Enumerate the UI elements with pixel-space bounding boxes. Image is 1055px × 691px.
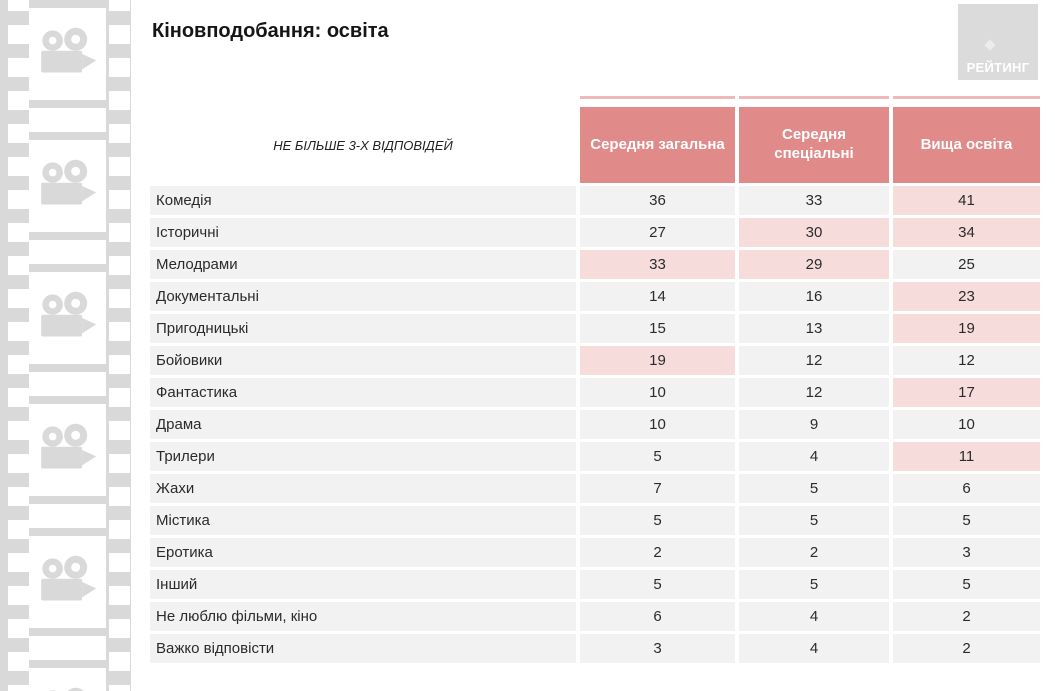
value-cell: 9 — [739, 410, 889, 439]
rating-logo-mark-icon — [984, 39, 996, 51]
row-label: Жахи — [150, 474, 576, 503]
row-label: Містика — [150, 506, 576, 535]
value-cell: 36 — [580, 186, 735, 215]
column-header-secondary-general: Середня загальна — [580, 107, 735, 183]
value-cell: 16 — [739, 282, 889, 311]
value-cell: 5 — [580, 570, 735, 599]
value-cell: 2 — [893, 602, 1040, 631]
value-cell: 19 — [580, 346, 735, 375]
value-cell: 10 — [893, 410, 1040, 439]
value-cell: 4 — [739, 634, 889, 663]
filmstrip-sprocket-holes-left — [8, 0, 29, 691]
value-cell: 7 — [580, 474, 735, 503]
value-cell: 6 — [893, 474, 1040, 503]
value-cell: 3 — [893, 538, 1040, 567]
value-cell: 23 — [893, 282, 1040, 311]
table-top-accent-line — [150, 96, 1040, 99]
value-cell: 15 — [580, 314, 735, 343]
value-cell: 2 — [739, 538, 889, 567]
preferences-table: НЕ БІЛЬШЕ 3-Х ВІДПОВІДЕЙ Середня загальн… — [150, 96, 1040, 663]
row-label: Мелодрами — [150, 250, 576, 279]
value-cell: 12 — [739, 378, 889, 407]
value-cell: 3 — [580, 634, 735, 663]
value-cell: 2 — [580, 538, 735, 567]
film-frame — [29, 140, 106, 232]
value-cell: 5 — [739, 506, 889, 535]
filmstrip-decoration — [0, 0, 131, 691]
column-header-higher-education: Вища освіта — [893, 107, 1040, 183]
row-label: Бойовики — [150, 346, 576, 375]
filmstrip-sprocket-holes-right — [109, 0, 130, 691]
value-cell: 12 — [893, 346, 1040, 375]
table-header-row: НЕ БІЛЬШЕ 3-Х ВІДПОВІДЕЙ Середня загальн… — [150, 107, 1040, 183]
row-label: Комедія — [150, 186, 576, 215]
value-cell: 30 — [739, 218, 889, 247]
value-cell: 5 — [893, 570, 1040, 599]
row-label: Трилери — [150, 442, 576, 471]
film-frame — [29, 8, 106, 100]
value-cell: 10 — [580, 378, 735, 407]
film-frame — [29, 536, 106, 628]
row-label: Інший — [150, 570, 576, 599]
row-label: Драма — [150, 410, 576, 439]
value-cell: 27 — [580, 218, 735, 247]
row-label: Документальні — [150, 282, 576, 311]
film-frame-gap — [29, 636, 106, 660]
value-cell: 5 — [580, 442, 735, 471]
answers-note: НЕ БІЛЬШЕ 3-Х ВІДПОВІДЕЙ — [273, 137, 453, 153]
movie-camera-icon — [40, 291, 96, 337]
row-label: Еротика — [150, 538, 576, 567]
row-label: Не люблю фільми, кіно — [150, 602, 576, 631]
film-frame-gap — [29, 504, 106, 528]
page-title: Кіновподобання: освіта — [152, 20, 389, 42]
value-cell: 19 — [893, 314, 1040, 343]
movie-camera-icon — [40, 423, 96, 469]
film-frame-gap — [29, 372, 106, 396]
value-cell: 13 — [739, 314, 889, 343]
value-cell: 11 — [893, 442, 1040, 471]
value-cell: 5 — [580, 506, 735, 535]
column-header-secondary-special: Середня спеціальні — [739, 107, 889, 183]
value-cell: 6 — [580, 602, 735, 631]
rating-logo: РЕЙТИНГ — [958, 4, 1038, 80]
rating-logo-text: РЕЙТИНГ — [966, 60, 1030, 75]
value-cell: 5 — [739, 474, 889, 503]
value-cell: 4 — [739, 602, 889, 631]
value-cell: 14 — [580, 282, 735, 311]
movie-camera-icon — [48, 687, 84, 691]
film-frame-gap — [29, 108, 106, 132]
value-cell: 12 — [739, 346, 889, 375]
value-cell: 34 — [893, 218, 1040, 247]
row-label: Фантастика — [150, 378, 576, 407]
value-cell: 2 — [893, 634, 1040, 663]
value-cell: 4 — [739, 442, 889, 471]
film-frame — [29, 668, 106, 691]
movie-camera-icon — [40, 27, 96, 73]
row-label: Історичні — [150, 218, 576, 247]
value-cell: 10 — [580, 410, 735, 439]
film-frame-gap — [29, 240, 106, 264]
value-cell: 5 — [739, 570, 889, 599]
value-cell: 41 — [893, 186, 1040, 215]
row-label: Важко відповісти — [150, 634, 576, 663]
movie-camera-icon — [40, 159, 96, 205]
filmstrip-frames — [29, 8, 106, 691]
film-frame — [29, 272, 106, 364]
film-frame — [29, 404, 106, 496]
table-body: Комедія 36 33 41 Історичні 27 30 34 Мелодрами 33 2… — [150, 186, 1040, 663]
value-cell: 5 — [893, 506, 1040, 535]
value-cell: 29 — [739, 250, 889, 279]
value-cell: 25 — [893, 250, 1040, 279]
value-cell: 17 — [893, 378, 1040, 407]
value-cell: 33 — [739, 186, 889, 215]
movie-camera-icon — [40, 555, 96, 601]
value-cell: 33 — [580, 250, 735, 279]
row-label: Пригодницькі — [150, 314, 576, 343]
